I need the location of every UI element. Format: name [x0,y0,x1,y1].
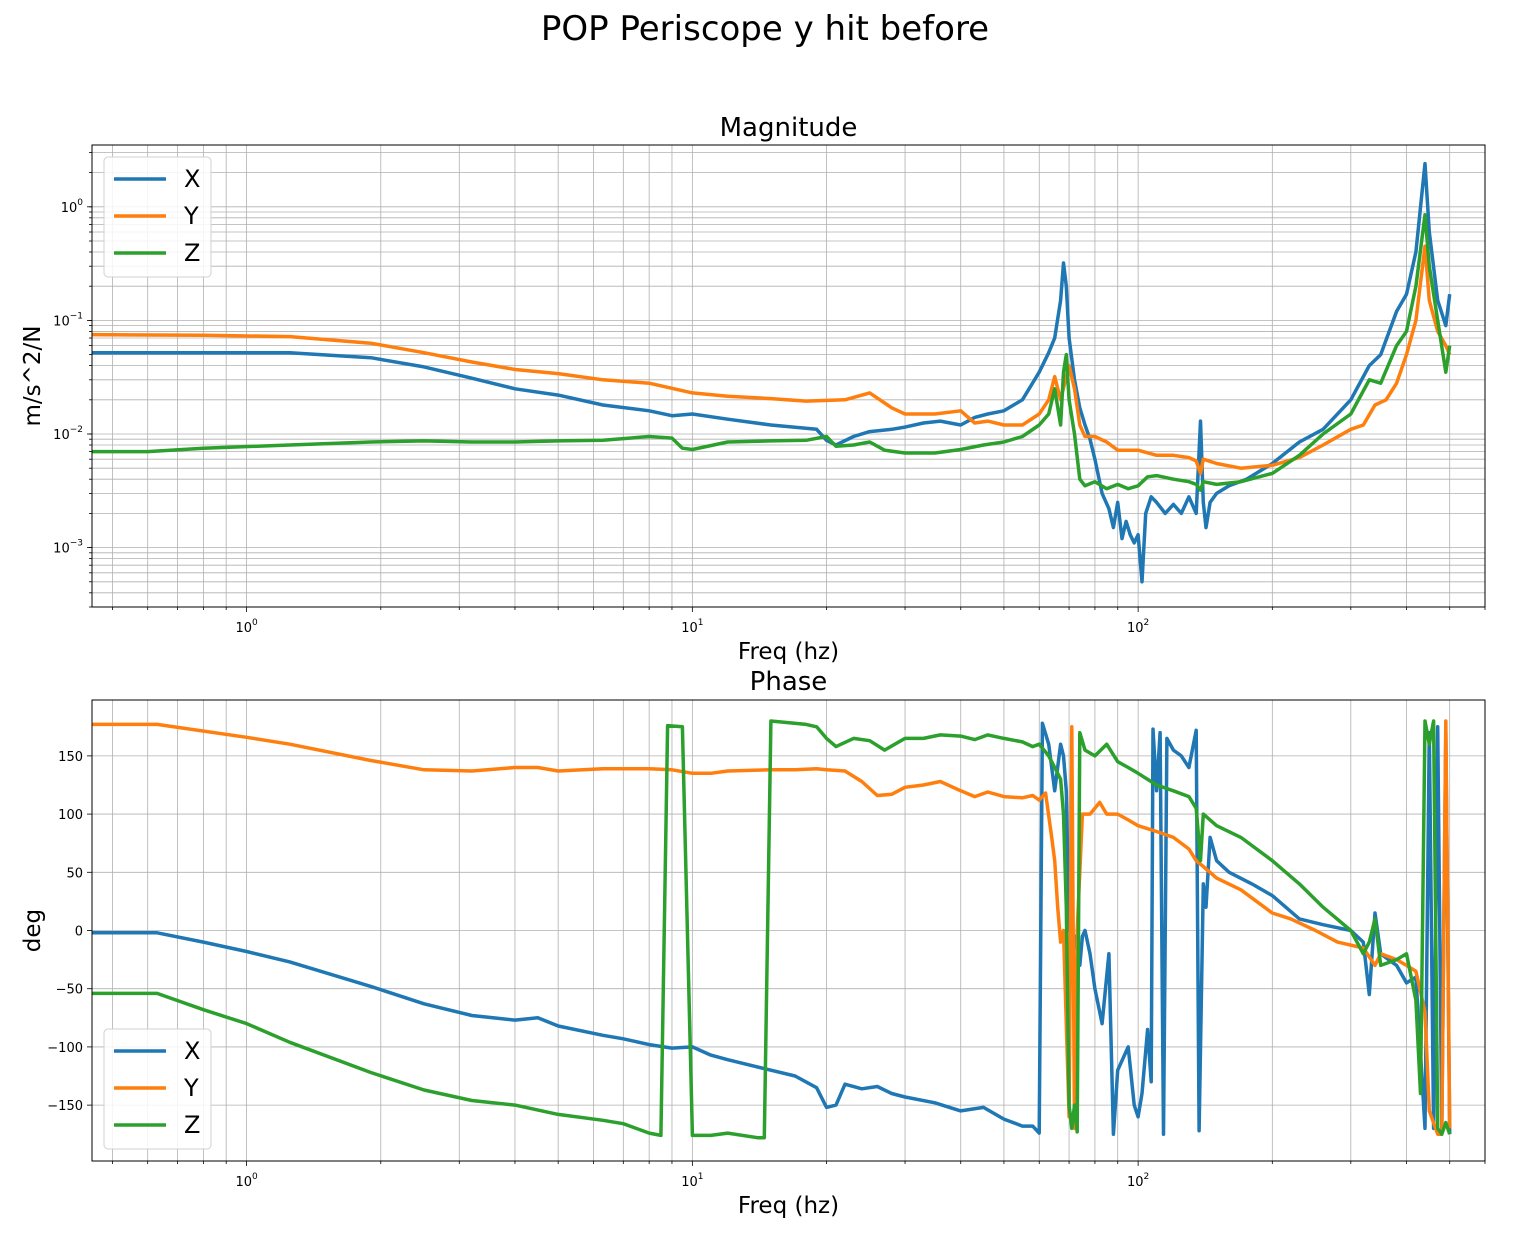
magnitude-y-tick-label: 10−1 [53,311,83,329]
phase-legend-label-y: Y [183,1074,199,1102]
magnitude-legend-label-x: X [184,165,200,193]
figure-title: POP Periscope y hit before [541,9,989,49]
phase-x-tick-label: 102 [1127,1172,1149,1190]
magnitude-y-tick-label: 100 [61,198,84,216]
magnitude-series-z-line [92,213,1452,492]
phase-series-group [92,719,1452,1140]
magnitude-y-axis-label: m/s^2/N [20,326,46,427]
magnitude-legend-label-y: Y [183,202,199,230]
magnitude-x-tick-label: 101 [681,618,703,636]
phase-x-axis-label: Freq (hz) [738,1193,839,1219]
phase-y-tick-label: 0 [75,925,83,940]
phase-panel: 100 101 102 150 100 50 0 −50 −100 −150 Phase Freq (… [20,667,1486,1219]
phase-y-tick-label: −50 [56,983,83,998]
magnitude-series-group [92,161,1452,584]
magnitude-series-x-line [92,161,1452,584]
phase-legend-label-x: X [184,1037,200,1065]
phase-series-y-line [92,719,1452,1136]
phase-x-tick-label: 101 [681,1172,703,1190]
phase-series-x-line [92,721,1452,1136]
magnitude-y-tick-label: 10−3 [53,539,83,557]
phase-x-tick-label: 100 [235,1172,258,1190]
phase-y-tick-label: 50 [66,866,83,881]
magnitude-axes-frame [91,144,1486,608]
magnitude-panel: 100 101 102 10−3 10−2 10−1 100 Magnitude Freq (h… [20,113,1486,665]
phase-title: Phase [750,667,828,697]
magnitude-title: Magnitude [720,113,858,143]
magnitude-series-y-line [92,244,1452,476]
magnitude-legend-label-z: Z [184,239,200,267]
phase-y-axis-label: deg [20,909,46,952]
magnitude-y-tick-label: 10−2 [53,425,83,443]
phase-y-tick-label: −100 [47,1041,83,1056]
phase-y-tick-label: 100 [58,808,83,823]
phase-y-tick-label: 150 [58,750,83,765]
magnitude-legend: XYZ [103,156,212,278]
magnitude-grid [92,145,1486,608]
magnitude-x-tick-label: 100 [235,618,258,636]
phase-legend: XYZ [103,1028,212,1150]
phase-y-tick-label: −150 [47,1099,83,1114]
magnitude-x-tick-label: 102 [1127,618,1149,636]
phase-legend-label-z: Z [184,1111,200,1139]
phase-series-z-line [92,719,1452,1140]
magnitude-x-axis-label: Freq (hz) [738,639,839,665]
